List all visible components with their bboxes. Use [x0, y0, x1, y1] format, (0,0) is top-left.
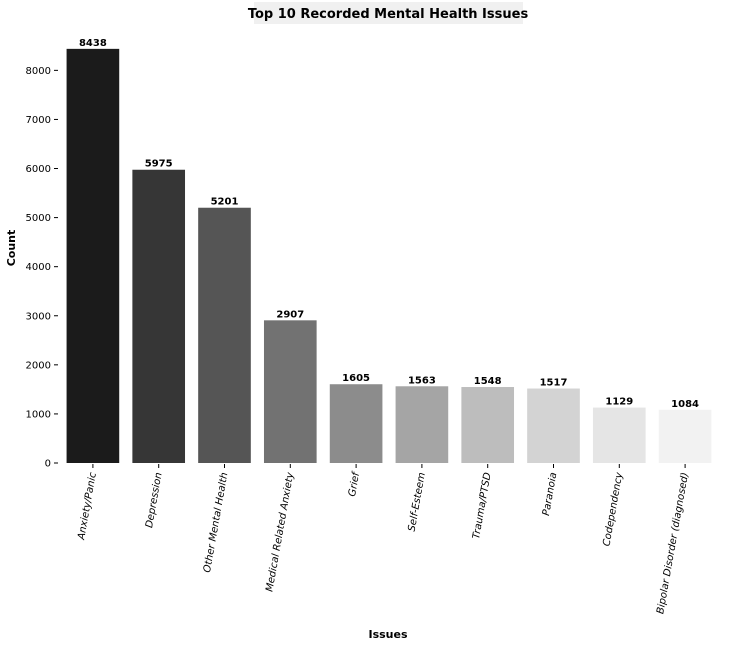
- data-label: 1548: [474, 376, 502, 387]
- x-tick-label: Anxiety/Panic: [76, 471, 99, 541]
- data-labels-group: 8438 5975 5201 2907 1605 1563 1548 1517 1129 1084: [79, 38, 699, 410]
- y-tick-label: 7000: [26, 115, 51, 126]
- y-tick-label: 8000: [26, 66, 51, 77]
- x-tick-label: Grief: [347, 470, 362, 497]
- x-tick-label: Bipolar Disorder (diagnosed): [655, 472, 691, 615]
- bar: [132, 169, 186, 463]
- y-axis-label: Count: [5, 230, 18, 267]
- x-axis-ticks: Anxiety/Panic Depression Other Mental Heal…: [76, 464, 691, 615]
- data-label: 5201: [211, 197, 239, 208]
- bar: [658, 409, 712, 463]
- bar: [66, 48, 120, 464]
- data-label: 1129: [605, 397, 633, 408]
- bar: [198, 207, 251, 463]
- bar: [592, 407, 646, 463]
- x-tick-label: Depression: [144, 472, 165, 529]
- chart-title-background: [254, 2, 523, 24]
- bar: [395, 386, 449, 463]
- x-tick-label: Trauma/PTSD: [471, 471, 494, 540]
- bar: [329, 384, 383, 463]
- y-tick-label: 0: [45, 459, 51, 470]
- bar: [461, 387, 515, 463]
- x-axis-label: Issues: [368, 628, 407, 641]
- y-tick-label: 1000: [26, 409, 51, 420]
- data-label: 2907: [276, 309, 304, 320]
- x-tick-label: Medical Related Anxiety: [264, 471, 296, 593]
- data-label: 1605: [342, 373, 370, 384]
- chart-title: Top 10 Recorded Mental Health Issues: [248, 7, 529, 22]
- y-tick-label: 5000: [26, 213, 51, 224]
- y-tick-label: 2000: [26, 360, 51, 371]
- bars-group: [66, 48, 712, 464]
- y-tick-label: 3000: [26, 311, 51, 322]
- data-label: 1517: [540, 378, 568, 389]
- y-tick-label: 4000: [26, 262, 51, 273]
- y-tick-label: 6000: [26, 164, 51, 175]
- bar: [527, 388, 580, 463]
- data-label: 5975: [145, 159, 173, 170]
- x-tick-label: Codependency: [601, 471, 625, 548]
- x-tick-label: Other Mental Health: [202, 472, 230, 574]
- data-label: 1563: [408, 375, 436, 386]
- x-tick-label: Self-Esteem: [407, 471, 428, 532]
- data-label: 8438: [79, 38, 107, 49]
- data-label: 1084: [671, 399, 699, 410]
- x-tick-label: Paranoia: [541, 472, 559, 517]
- bar: [263, 320, 317, 463]
- y-axis-ticks: 0 1000 2000 3000 4000 5000 6000 7000 8000: [26, 66, 58, 470]
